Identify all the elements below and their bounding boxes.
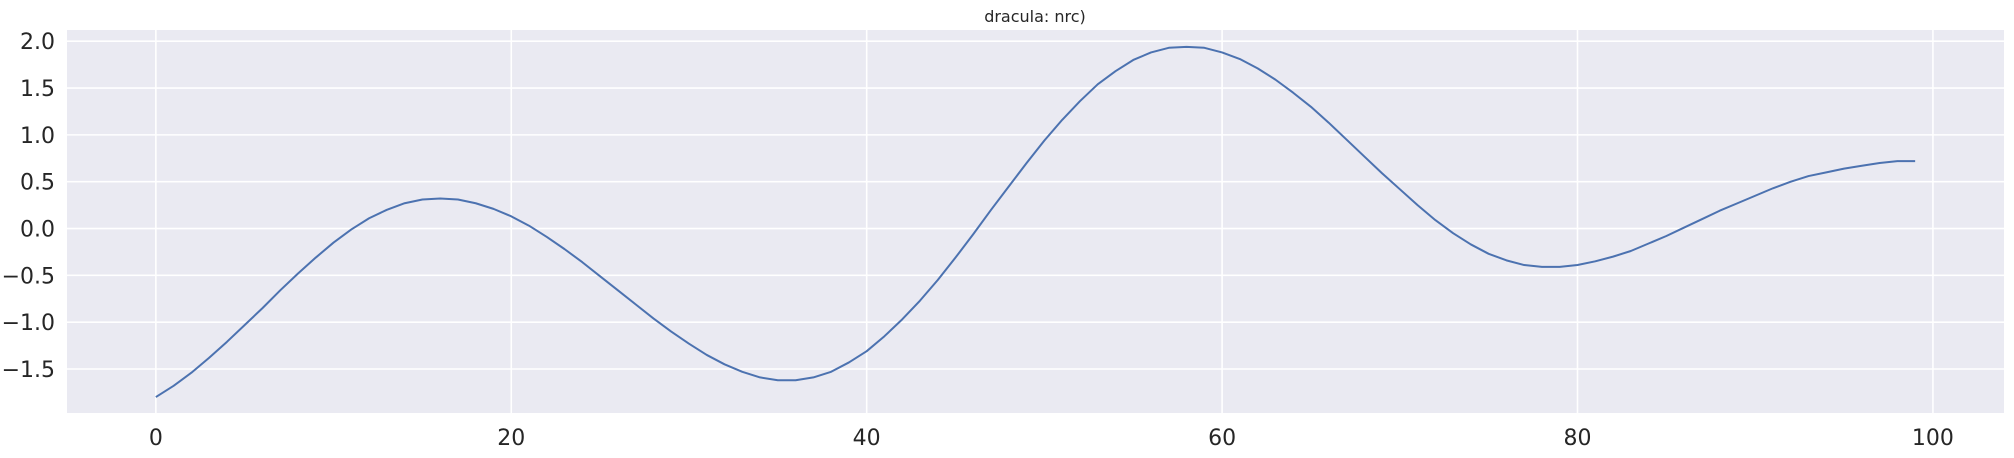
x-axis-ticks: 0 20 40 60 80 100 — [149, 426, 1954, 451]
y-tick-label: −0.5 — [2, 264, 55, 289]
y-tick-label: 1.0 — [20, 124, 55, 149]
y-tick-label: 0.0 — [20, 218, 55, 243]
y-tick-label: 0.5 — [20, 171, 55, 196]
x-tick-label: 40 — [853, 426, 881, 451]
x-tick-label: 0 — [149, 426, 163, 451]
x-tick-label: 20 — [497, 426, 525, 451]
y-tick-label: −1.0 — [2, 311, 55, 336]
y-axis-ticks: −1.5 −1.0 −0.5 0.0 0.5 1.0 1.5 2.0 — [2, 30, 55, 383]
x-tick-label: 80 — [1564, 426, 1592, 451]
y-tick-label: 1.5 — [20, 77, 55, 102]
plot-background — [67, 30, 2004, 413]
series-group — [155, 45, 1916, 398]
x-tick-label: 60 — [1208, 426, 1236, 451]
x-tick-label: 100 — [1912, 426, 1954, 451]
y-tick-label: 2.0 — [20, 30, 55, 55]
y-tick-label: −1.5 — [2, 358, 55, 383]
series-line — [155, 45, 1916, 398]
chart-title: dracula: nrc) — [984, 7, 1086, 26]
